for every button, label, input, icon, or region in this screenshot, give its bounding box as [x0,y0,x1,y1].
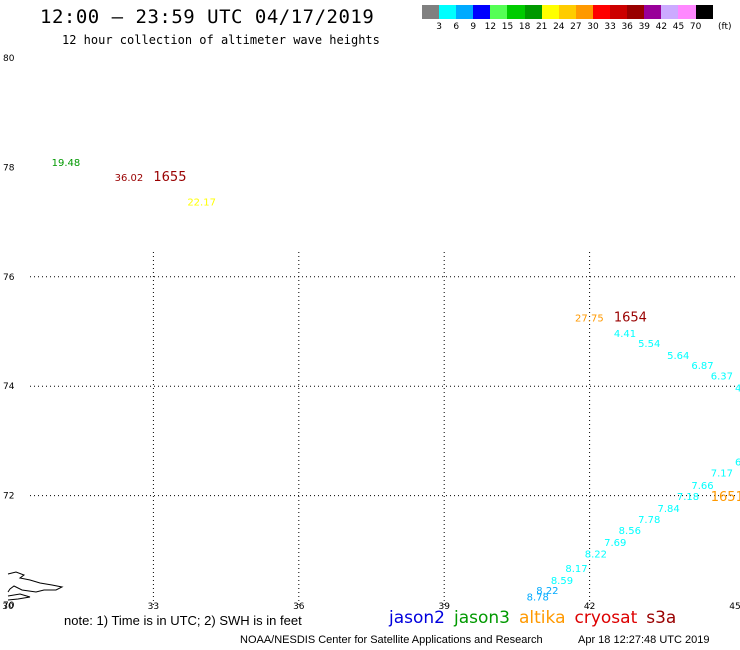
longitude-tick: 36 [293,602,305,612]
latitude-tick: 72 [3,492,14,502]
color-swatch [644,5,662,19]
chart-subtitle: 12 hour collection of altimeter wave hei… [62,33,380,47]
color-swatch [678,5,696,19]
color-swatch [524,5,542,19]
wave-height-label: 7.66 [691,481,713,492]
wave-height-label: 36.02 [115,173,144,184]
pass-time-label: 1651 [711,490,740,505]
color-label: 45 [672,22,685,32]
longitude-tick: 30 [2,602,14,612]
color-label: 9 [470,22,477,32]
wave-height-label: 8.56 [619,526,641,537]
color-swatch [627,5,645,19]
satellite-legend: jason2 jason3 altika cryosat s3a [389,608,685,628]
color-swatch [439,5,457,19]
color-label: 21 [535,22,548,32]
color-label: 18 [518,22,531,32]
wave-height-label: 4.41 [614,329,636,340]
wave-height-label: 6.87 [691,361,713,372]
color-label: 39 [638,22,651,32]
wave-height-label: 8.17 [565,564,587,575]
wave-height-label: 8.59 [551,576,573,587]
color-swatch [592,5,611,19]
wave-height-label: 8.78 [527,593,549,604]
color-label: 36 [621,22,633,32]
chart-title: 12:00 – 23:59 UTC 04/17/2019 [40,6,375,28]
color-swatch [558,5,576,19]
wave-height-label: 5.64 [667,351,689,362]
color-swatch [422,5,440,19]
satellite-legend-item: jason3 [454,608,510,628]
wave-height-label: 22.17 [187,198,216,209]
latitude-tick: 78 [3,163,15,173]
color-label: 6 [453,22,460,32]
color-swatch [541,5,559,19]
wave-height-label: 7.17 [711,468,733,479]
wave-height-label: 7.84 [657,504,679,515]
wave-height-label: 27.75 [575,314,604,325]
color-label: 24 [553,22,565,32]
credit-line: NOAA/NESDIS Center for Satellite Applica… [240,634,543,646]
wave-height-label: 7.18 [677,492,699,503]
satellite-legend-item: cryosat [574,608,638,628]
wave-height-label: 4 [735,384,740,395]
coastline [7,593,31,601]
wave-height-label: 8.22 [536,586,558,597]
color-label: 3 [436,22,442,32]
longitude-tick: 39 [438,602,450,612]
color-swatch [456,5,474,19]
color-label: 15 [501,22,514,32]
wave-height-label: 6.37 [711,372,733,383]
color-swatch [575,5,593,19]
wave-height-label: 7.78 [638,515,660,526]
pass-time-label: 1654 [614,311,647,326]
color-swatch [661,5,679,19]
longitude-tick: 33 [148,602,159,612]
latitude-tick: 76 [3,273,15,283]
footer-note: note: 1) Time is in UTC; 2) SWH is in fe… [64,613,302,628]
color-unit: (ft) [718,22,732,32]
satellite-legend-item: jason2 [389,608,445,628]
color-swatch [490,5,508,19]
color-label: 27 [570,22,582,32]
color-swatch [507,5,525,19]
satellite-legend-item: s3a [646,608,677,628]
color-labels: (ft) 3 6 9 12 15 18 21 24 27 30 33 36 39 42 45 70 [422,22,731,34]
color-label: 42 [655,22,668,32]
latitude-tick: 74 [3,382,15,392]
wave-height-label: 5.54 [638,339,660,350]
satellite-legend-item: altika [519,608,566,628]
color-swatch [610,5,628,19]
color-label: 33 [604,22,616,32]
longitude-tick: 42 [584,602,595,612]
latitude-tick: 70 [3,601,15,611]
color-swatch [695,5,713,19]
color-swatches [422,5,713,19]
longitude-tick: 45 [729,602,740,612]
latitude-tick: 80 [3,54,15,64]
color-label: 12 [484,22,497,32]
wave-height-label: 19.48 [52,158,81,169]
color-label: 70 [689,22,702,32]
color-label: 30 [587,22,599,32]
wave-height-label: 6 [735,458,740,469]
color-legend: (ft) 3 6 9 12 15 18 21 24 27 30 33 36 39 42 45 70 [422,5,732,34]
generated-timestamp: Apr 18 12:27:48 UTC 2019 [578,634,710,646]
wave-height-label: 8.22 [585,549,607,560]
coastline [7,571,64,593]
pass-time-label: 1655 [153,170,186,185]
wave-height-label: 7.69 [604,538,626,549]
color-swatch [473,5,491,19]
